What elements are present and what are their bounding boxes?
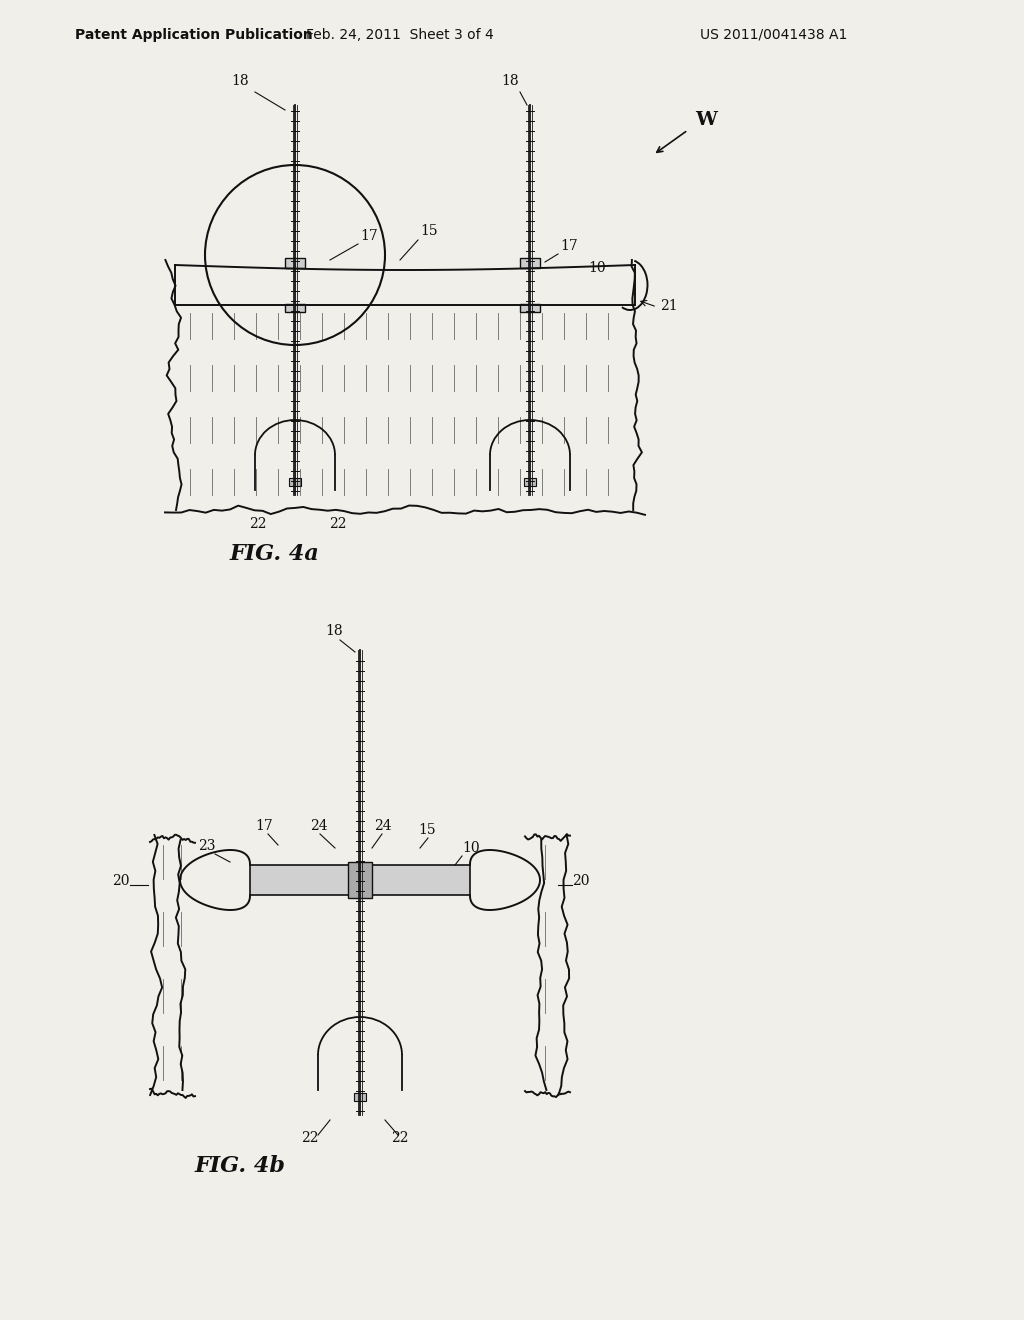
Text: Patent Application Publication: Patent Application Publication xyxy=(75,28,312,42)
Bar xyxy=(250,865,470,895)
Text: 18: 18 xyxy=(501,74,519,88)
Bar xyxy=(354,1093,366,1101)
Text: Feb. 24, 2011  Sheet 3 of 4: Feb. 24, 2011 Sheet 3 of 4 xyxy=(306,28,494,42)
Text: 23: 23 xyxy=(198,840,215,853)
Bar xyxy=(285,257,305,268)
Text: 17: 17 xyxy=(255,818,272,833)
Text: 20: 20 xyxy=(572,874,590,888)
Text: 18: 18 xyxy=(231,74,249,88)
Text: 22: 22 xyxy=(391,1131,409,1144)
Text: 21: 21 xyxy=(660,300,678,313)
Text: 18: 18 xyxy=(325,624,343,638)
Text: 15: 15 xyxy=(418,822,435,837)
Text: 10: 10 xyxy=(588,261,605,275)
Bar xyxy=(524,478,536,486)
Text: 24: 24 xyxy=(310,818,328,833)
Text: 22: 22 xyxy=(249,517,266,531)
Text: W: W xyxy=(695,111,717,129)
Text: 17: 17 xyxy=(360,228,378,243)
Text: 20: 20 xyxy=(112,874,129,888)
Text: 22: 22 xyxy=(301,1131,318,1144)
Bar xyxy=(289,478,301,486)
Text: 24: 24 xyxy=(374,818,391,833)
Bar xyxy=(348,862,372,898)
Text: US 2011/0041438 A1: US 2011/0041438 A1 xyxy=(700,28,848,42)
Text: 22: 22 xyxy=(330,517,347,531)
Text: 10: 10 xyxy=(462,841,479,855)
Bar xyxy=(520,304,540,312)
Text: FIG. 4a: FIG. 4a xyxy=(230,543,319,565)
Text: 17: 17 xyxy=(560,239,578,253)
Bar xyxy=(520,257,540,268)
Bar xyxy=(285,304,305,312)
Text: 15: 15 xyxy=(420,224,437,238)
Text: FIG. 4b: FIG. 4b xyxy=(195,1155,286,1177)
